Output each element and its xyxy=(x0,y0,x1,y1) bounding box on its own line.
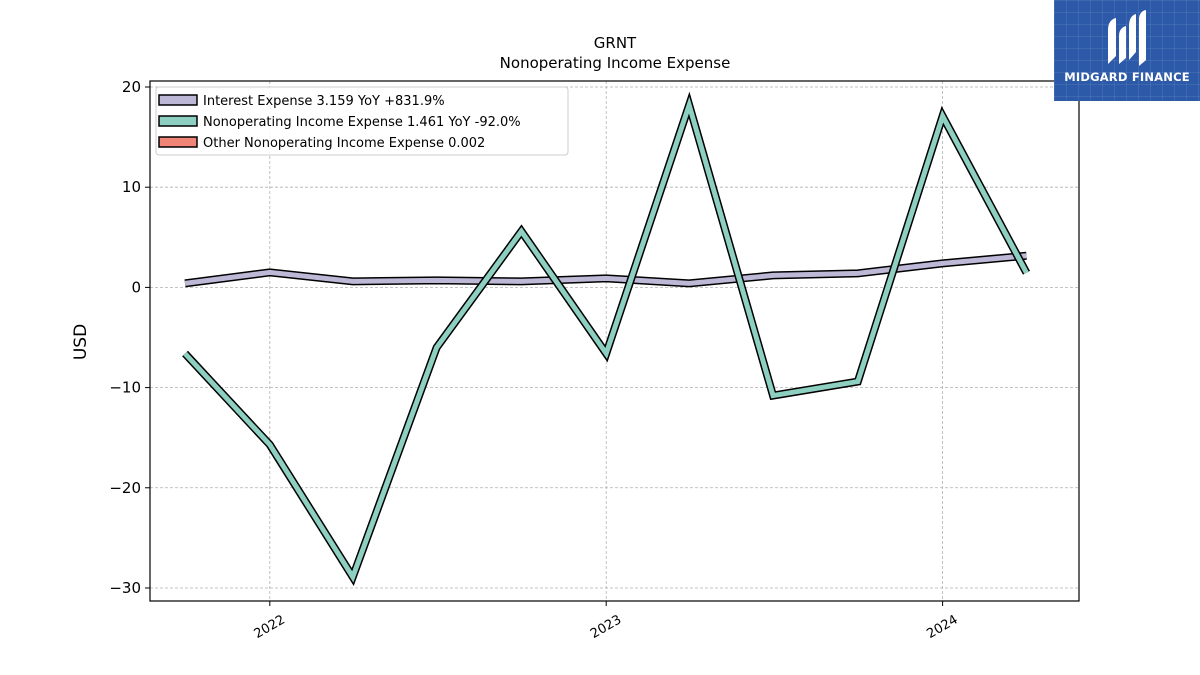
x-axis: 2022 2023 2024 xyxy=(252,601,961,642)
series-line xyxy=(183,96,1029,583)
plot-area-border xyxy=(149,80,1080,602)
legend-box xyxy=(155,86,569,156)
y-axis-label: USD xyxy=(71,324,91,360)
legend-label: Interest Expense 3.159 YoY +831.9% xyxy=(203,94,445,109)
x-tick-label: 2024 xyxy=(924,612,960,642)
logo-mark-icon xyxy=(1108,10,1146,66)
legend-swatch xyxy=(158,115,198,127)
series-nonoperating-income-expense xyxy=(182,91,1030,587)
y-tick-label: 20 xyxy=(122,78,141,96)
chart-title: GRNT xyxy=(594,34,637,52)
y-tick-label: −30 xyxy=(109,579,141,597)
logo-text: MIDGARD FINANCE xyxy=(1064,70,1190,84)
legend-swatch xyxy=(158,136,198,148)
brand-logo: MIDGARD FINANCE xyxy=(1054,0,1200,101)
legend-label: Other Nonoperating Income Expense 0.002 xyxy=(203,136,485,151)
x-tick-label: 2023 xyxy=(588,612,624,642)
y-tick-label: −10 xyxy=(109,379,141,397)
series-interest-expense xyxy=(184,251,1027,288)
y-tick-label: 0 xyxy=(131,278,141,296)
y-axis: 20 10 0 −10 −20 −30 xyxy=(109,78,150,597)
legend-label: Nonoperating Income Expense 1.461 YoY -9… xyxy=(203,115,521,130)
y-tick-label: −20 xyxy=(109,479,141,497)
y-tick-label: 10 xyxy=(122,178,141,196)
x-tick-label: 2022 xyxy=(252,612,288,642)
series-layer xyxy=(182,91,1030,587)
legend-swatch xyxy=(158,94,198,106)
legend: Interest Expense 3.159 YoY +831.9% Nonope… xyxy=(155,86,569,156)
chart-subtitle: Nonoperating Income Expense xyxy=(500,54,731,72)
